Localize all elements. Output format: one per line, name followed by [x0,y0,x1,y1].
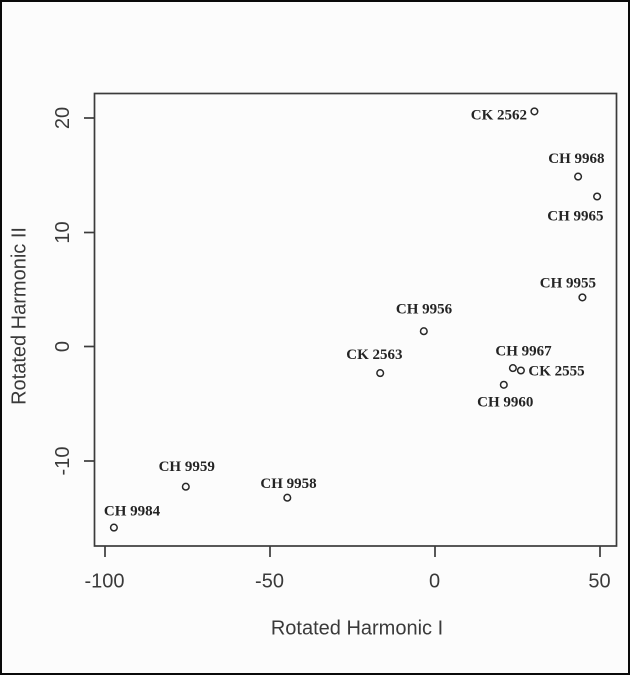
svg-text:20: 20 [52,107,74,129]
svg-text:CH 9958: CH 9958 [260,476,316,492]
svg-text:0: 0 [429,571,440,593]
svg-text:CH 9959: CH 9959 [159,459,215,475]
svg-text:CH 9956: CH 9956 [396,301,453,317]
svg-text:CH 9965: CH 9965 [547,208,603,224]
svg-text:-100: -100 [84,571,124,593]
svg-text:-10: -10 [52,447,74,476]
svg-text:CH 9968: CH 9968 [548,151,604,167]
svg-text:CH 9955: CH 9955 [540,276,596,292]
svg-text:CK 2555: CK 2555 [528,363,584,379]
svg-text:CH 9984: CH 9984 [104,504,161,520]
svg-text:CK 2562: CK 2562 [471,107,527,123]
svg-text:50: 50 [588,571,610,593]
svg-text:10: 10 [52,221,74,243]
svg-text:0: 0 [52,341,74,352]
svg-text:Rotated Harmonic II: Rotated Harmonic II [9,227,31,405]
svg-text:-50: -50 [255,571,284,593]
svg-text:CH 9967: CH 9967 [495,344,552,360]
svg-text:Rotated Harmonic I: Rotated Harmonic I [271,618,443,640]
svg-text:CK 2563: CK 2563 [346,347,402,363]
svg-text:CH 9960: CH 9960 [477,395,533,411]
